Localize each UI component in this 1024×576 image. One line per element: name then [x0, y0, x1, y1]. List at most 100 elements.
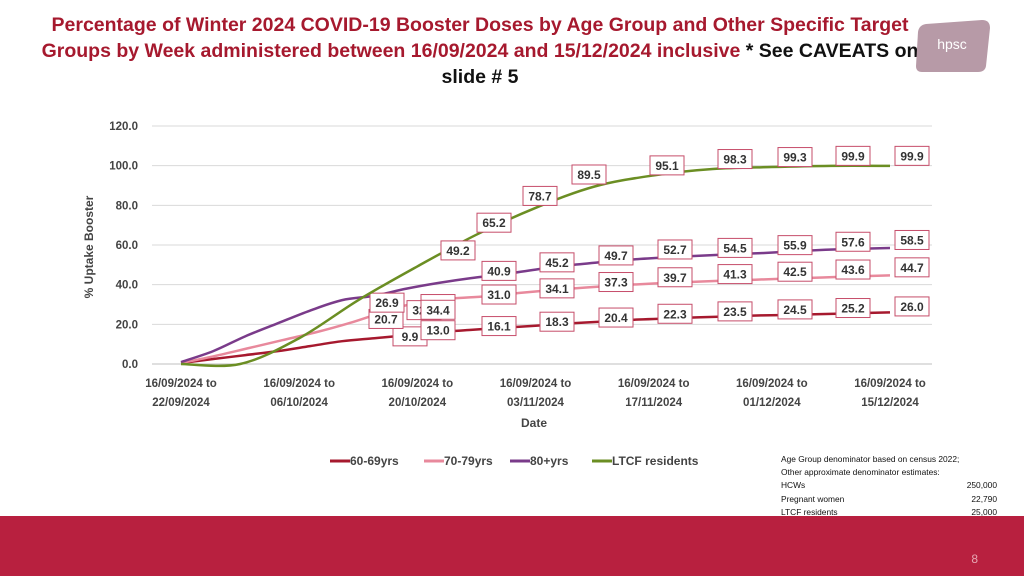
x-tick-label: 16/09/2024 to: [500, 378, 572, 390]
data-label: 52.7: [663, 243, 687, 257]
note-row-value: 22,790: [971, 493, 997, 504]
data-label-box: [717, 264, 753, 285]
data-label-box: [369, 292, 405, 313]
data-label: 39.7: [663, 271, 687, 285]
footer-bar: 8: [0, 516, 1024, 576]
y-tick-label: 60.0: [116, 240, 138, 252]
x-axis-title: Date: [521, 416, 547, 430]
data-label-box: [835, 298, 871, 319]
legend-label: 70-79yrs: [444, 454, 493, 468]
data-label: 44.7: [900, 261, 924, 275]
chart-title-main: Percentage of Winter 2024 COVID-19 Boost…: [41, 14, 909, 62]
data-label-box: [539, 311, 575, 332]
series-line-2: [180, 246, 891, 364]
legend-label: 60-69yrs: [350, 454, 399, 468]
series-line-1: [180, 274, 891, 365]
data-label: 42.5: [783, 265, 807, 279]
data-label: 98.3: [723, 153, 747, 167]
data-label: 99.3: [783, 151, 807, 165]
data-label-box: [539, 252, 575, 273]
legend-label: 80+yrs: [530, 454, 569, 468]
hpsc-logo: hpsc: [912, 18, 992, 74]
data-label: 20.4: [604, 311, 628, 325]
y-tick-label: 100.0: [109, 161, 138, 173]
data-label: 34.1: [545, 282, 569, 296]
x-tick-label: 16/09/2024 to: [618, 378, 690, 390]
data-label-box: [649, 155, 685, 176]
data-label-box: [440, 240, 476, 261]
data-label-box: [476, 212, 512, 233]
x-tick-label: 22/09/2024: [152, 397, 210, 409]
data-label: 26.0: [900, 300, 924, 314]
data-label-box: [894, 145, 930, 166]
data-label-box: [717, 237, 753, 258]
chart-area: 0.0 20.0 40.0 60.0 80.0 100.0 120.0 16/09/2024 …: [82, 121, 932, 468]
data-label: 25.2: [841, 302, 865, 316]
data-label: 18.3: [545, 315, 569, 329]
data-label: 54.5: [723, 241, 747, 255]
data-label: 13.0: [426, 324, 450, 338]
data-label: 37.3: [604, 276, 628, 290]
page-number: 8: [971, 552, 978, 566]
data-label-box: [420, 299, 456, 320]
y-tick-label: 80.0: [116, 200, 138, 212]
data-label: 49.7: [604, 249, 628, 263]
note-row-label: LTCF residents: [781, 506, 838, 517]
data-label: 45.2: [545, 256, 569, 270]
data-label-box: [657, 267, 693, 288]
data-label-box: [539, 278, 575, 299]
note-line-2: Other approximate denominator estimates:: [781, 467, 940, 478]
y-tick-label: 40.0: [116, 280, 138, 292]
data-label: 43.6: [841, 263, 865, 277]
data-label: 55.9: [783, 239, 807, 253]
data-label-box: [717, 301, 753, 322]
data-label: 16.1: [487, 320, 511, 334]
note-row-value: 25,000: [971, 506, 997, 517]
data-label-box: [835, 259, 871, 280]
data-label: 34.4: [426, 303, 450, 317]
x-tick-label: 16/09/2024 to: [263, 378, 335, 390]
data-label-box: [894, 296, 930, 317]
data-label-box: [777, 147, 813, 168]
note-row-label: Pregnant women: [781, 493, 845, 504]
data-label-box: [522, 185, 558, 206]
y-tick-label: 120.0: [109, 121, 138, 133]
note-row-label: HCWs: [781, 480, 806, 491]
data-label-box: [894, 229, 930, 250]
y-axis-title: % Uptake Booster: [82, 195, 96, 298]
x-tick-label: 20/10/2024: [389, 397, 447, 409]
data-label: 40.9: [487, 264, 511, 278]
data-label: 99.9: [900, 149, 924, 163]
y-tick-label: 20.0: [116, 319, 138, 331]
note-row-value: 250,000: [966, 480, 997, 491]
data-label: 26.9: [375, 296, 399, 310]
data-label: 9.9: [402, 330, 419, 344]
data-label-box: [657, 239, 693, 260]
x-tick-label: 01/12/2024: [743, 397, 801, 409]
data-label: 65.2: [482, 216, 506, 230]
data-label-box: [598, 245, 634, 266]
data-label: 41.3: [723, 268, 747, 282]
data-label: 78.7: [528, 189, 552, 203]
x-tick-label: 16/09/2024 to: [145, 378, 217, 390]
data-label: 95.1: [655, 159, 679, 173]
data-label: 99.9: [841, 149, 865, 163]
x-tick-label: 15/12/2024: [861, 397, 919, 409]
data-label-box: [835, 231, 871, 252]
data-label-box: [894, 257, 930, 278]
data-label-box: [481, 316, 517, 337]
data-label-box: [481, 260, 517, 281]
data-label-box: [571, 164, 607, 185]
data-label: 58.5: [900, 233, 924, 247]
data-label-box: [657, 303, 693, 324]
legend-label: LTCF residents: [612, 454, 699, 468]
data-label-box: [717, 149, 753, 170]
y-tick-label: 0.0: [122, 359, 138, 371]
data-label-box: [777, 261, 813, 282]
data-label: 57.6: [841, 235, 865, 249]
hpsc-logo-text: hpsc: [937, 36, 967, 52]
data-label-box: [835, 145, 871, 166]
series-line-3: [180, 164, 891, 368]
note-row: LTCF residents 25,000: [781, 506, 997, 519]
x-tick-label: 16/09/2024 to: [382, 378, 454, 390]
